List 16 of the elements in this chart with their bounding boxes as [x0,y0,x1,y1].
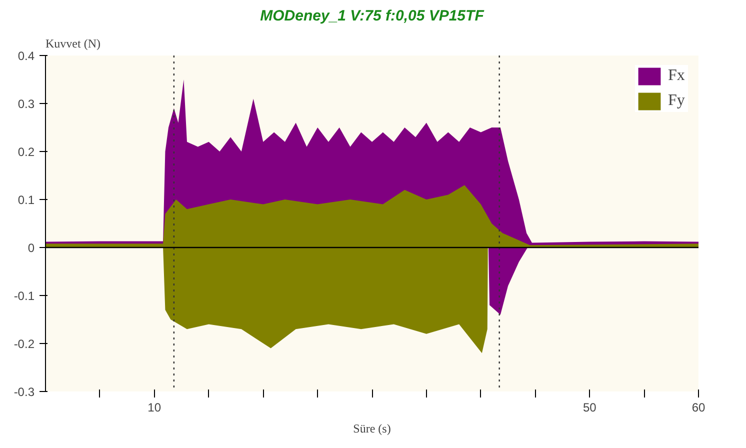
y-tick-label: 0.2 [18,145,35,159]
y-axis-title: Kuvvet (N) [46,36,100,50]
x-tick-label: 10 [148,400,162,414]
y-tick-label: 0 [28,241,35,255]
y-tick-label: -0.3 [14,385,35,399]
y-tick-label: -0.2 [14,337,35,351]
x-tick-label: 60 [692,400,706,414]
y-tick-label: 0.1 [18,193,35,207]
chart-title: MODeney_1 V:75 f:0,05 VP15TF [260,8,485,24]
legend-label: Fy [668,92,686,110]
x-tick-label: 50 [582,400,597,414]
y-tick-label: 0.3 [18,97,35,111]
legend-label: Fx [668,67,686,85]
x-axis-title: Süre (s) [353,422,391,436]
y-tick-label: -0.1 [14,289,35,303]
y-tick-label: 0.4 [18,49,35,63]
